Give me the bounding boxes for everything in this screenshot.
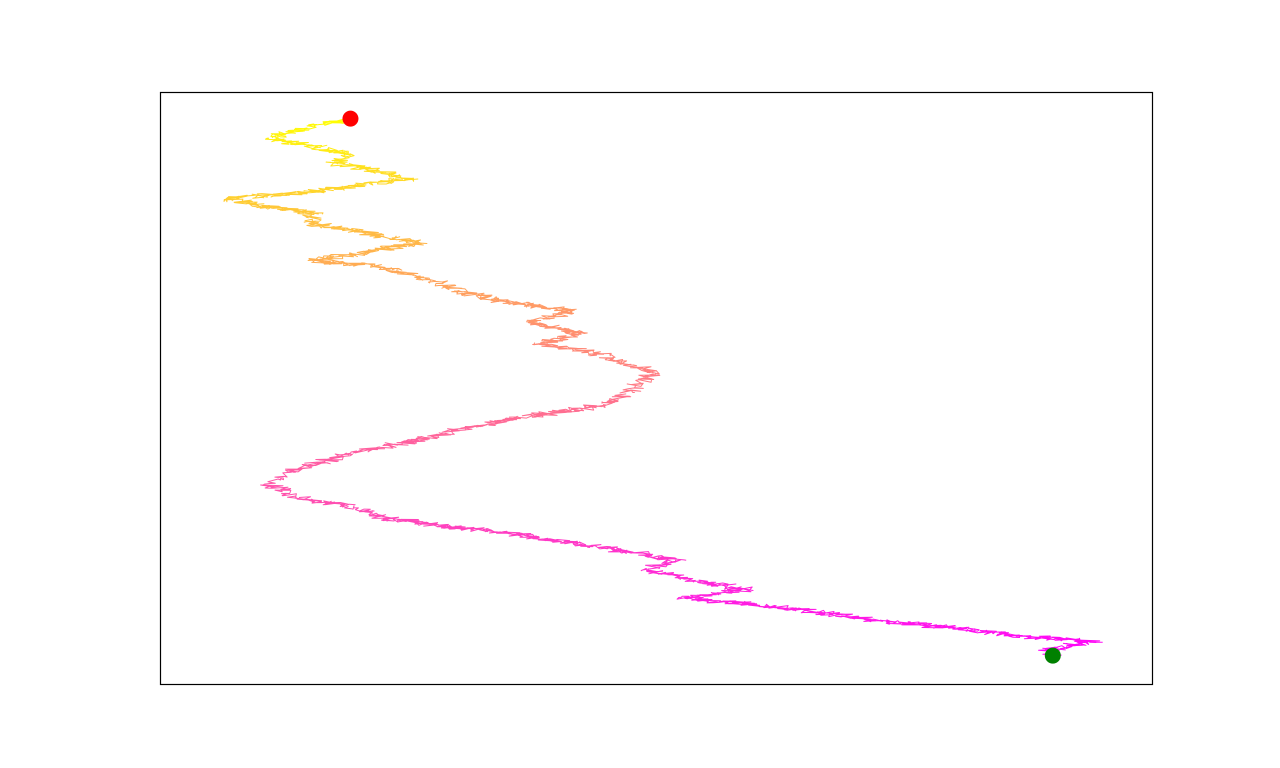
walk-segment xyxy=(311,146,352,156)
walk-segment xyxy=(311,258,382,269)
walk-segment xyxy=(303,220,364,233)
walk-segment xyxy=(508,404,607,420)
walk-segment xyxy=(640,559,682,572)
walk-segment xyxy=(592,393,632,408)
end-point-marker xyxy=(1044,647,1061,664)
endpoint-markers xyxy=(342,110,1061,664)
walk-segment xyxy=(350,177,415,188)
walk-segment xyxy=(265,137,328,150)
walk-segment xyxy=(223,198,265,207)
walk-segment xyxy=(415,426,475,442)
walk-segment xyxy=(526,309,575,325)
random-walk-trace xyxy=(223,117,1103,656)
walk-segment xyxy=(260,484,297,499)
walk-segment xyxy=(302,212,322,223)
walk-segment xyxy=(619,384,644,394)
walk-segment xyxy=(589,352,638,367)
walk-segment xyxy=(1003,634,1103,644)
walk-segment xyxy=(490,299,577,313)
walk-segment xyxy=(607,547,687,561)
walk-segment xyxy=(296,184,360,195)
axes-frame xyxy=(159,91,1154,686)
walk-segment xyxy=(325,161,372,170)
walk-segment xyxy=(622,363,660,375)
walk-segment xyxy=(355,230,422,245)
walk-segment xyxy=(354,438,426,454)
walk-segment xyxy=(381,516,439,528)
walk-segment xyxy=(270,130,296,140)
walk-segment xyxy=(307,249,374,261)
walk-segment xyxy=(460,417,518,429)
walk-segment xyxy=(344,505,397,520)
walk-segment xyxy=(533,330,585,346)
walk-segment xyxy=(1042,639,1101,651)
walk-segment xyxy=(294,496,356,508)
walk-segment xyxy=(331,153,355,165)
walk-segment xyxy=(626,372,661,387)
walk-segment xyxy=(424,278,468,294)
walk-segment xyxy=(676,587,754,600)
walk-segment xyxy=(495,530,558,542)
walk-segment xyxy=(287,122,328,133)
walk-segment xyxy=(950,626,1023,637)
walk-segment xyxy=(528,322,588,335)
walk-segment xyxy=(322,117,354,126)
walk-segment xyxy=(378,266,431,281)
walk-segment xyxy=(285,449,362,473)
walk-segment xyxy=(359,242,428,254)
walk-segment xyxy=(262,470,297,488)
walk-segment xyxy=(537,537,618,551)
walk-segment xyxy=(864,619,957,629)
walk-segment xyxy=(436,523,501,534)
walk-segment xyxy=(360,167,419,181)
walk-segment xyxy=(686,579,753,591)
walk-segment xyxy=(532,343,604,356)
walk-segment xyxy=(225,190,308,200)
walk-segment xyxy=(645,569,695,583)
walk-segment xyxy=(684,596,810,612)
walk-segment xyxy=(249,203,324,215)
start-point-marker xyxy=(342,110,359,127)
walk-segment xyxy=(800,608,883,622)
